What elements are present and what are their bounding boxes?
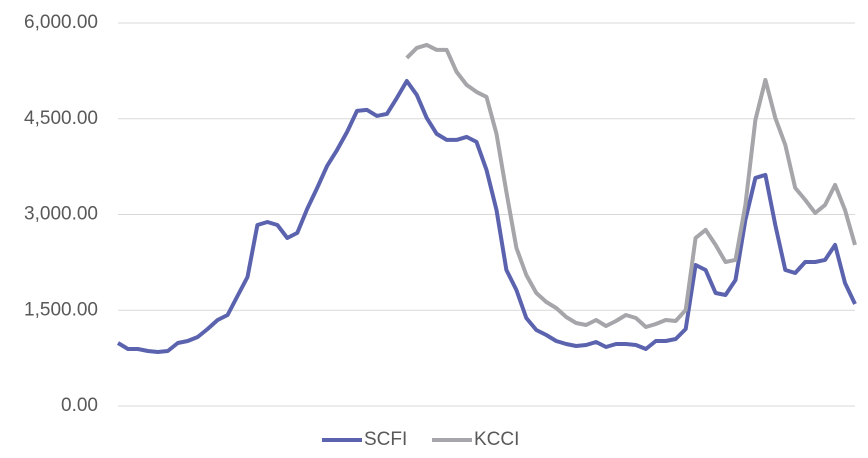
y-tick-label: 0.00	[61, 395, 98, 416]
y-tick-label: 6,000.00	[24, 12, 98, 33]
legend-label: KCCI	[474, 429, 519, 450]
series-line	[405, 42, 857, 329]
legend-label: SCFI	[364, 429, 407, 450]
y-tick-label: 3,000.00	[24, 204, 98, 225]
y-tick-label: 4,500.00	[24, 108, 98, 129]
series-line	[116, 79, 857, 354]
y-tick-label: 1,500.00	[24, 299, 98, 320]
